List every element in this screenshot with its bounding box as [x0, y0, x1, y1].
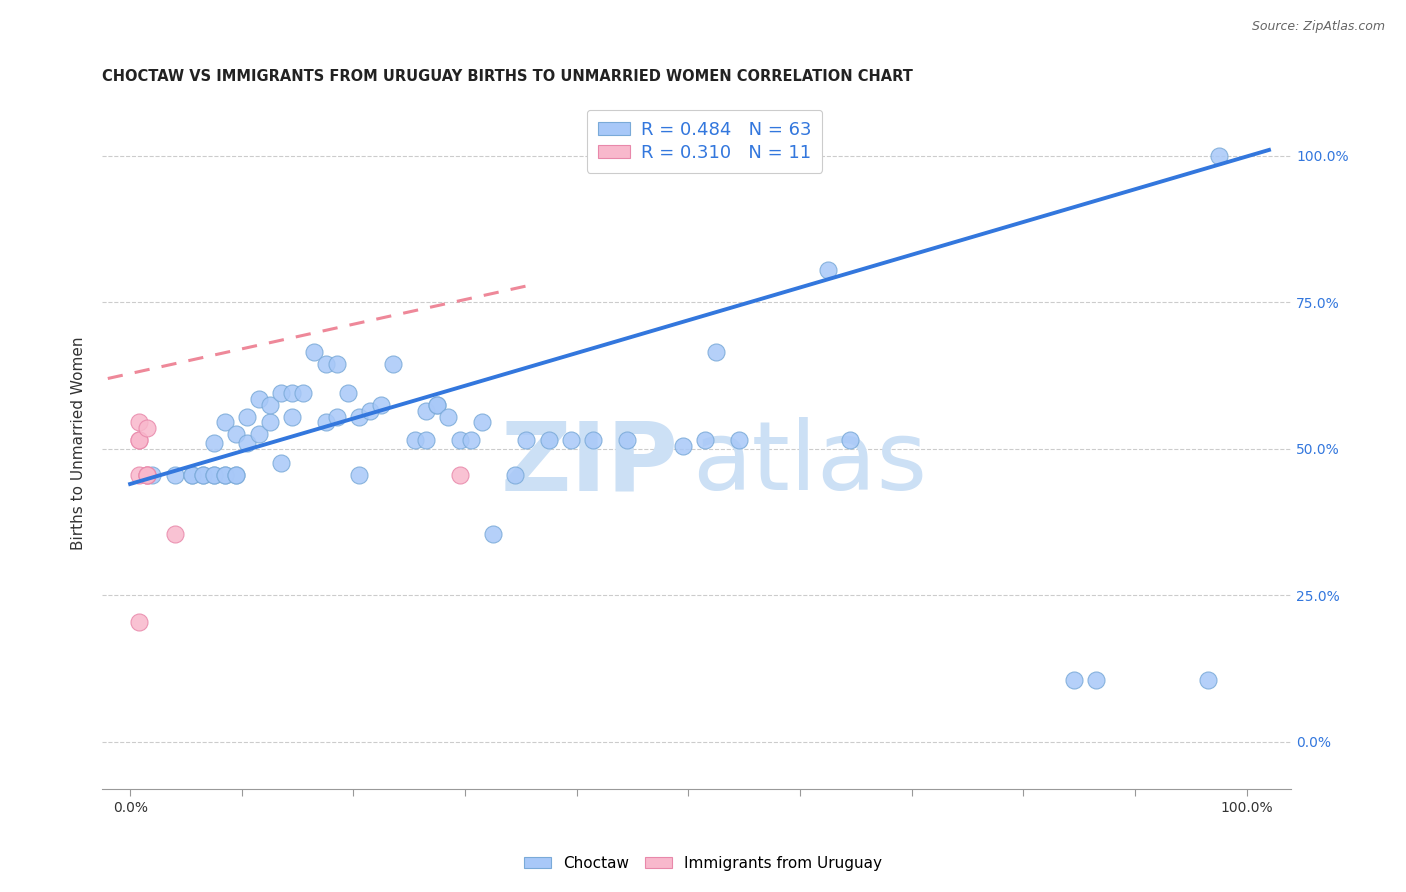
- Point: [415, 433, 437, 447]
- Point: [537, 433, 560, 447]
- Point: [471, 416, 494, 430]
- Point: [359, 403, 381, 417]
- Point: [163, 468, 186, 483]
- Point: [1208, 149, 1230, 163]
- Point: [325, 357, 347, 371]
- Point: [727, 433, 749, 447]
- Point: [817, 263, 839, 277]
- Point: [695, 433, 717, 447]
- Point: [370, 398, 392, 412]
- Point: [180, 468, 202, 483]
- Point: [259, 416, 281, 430]
- Point: [315, 416, 337, 430]
- Point: [426, 398, 449, 412]
- Point: [336, 386, 359, 401]
- Point: [214, 416, 236, 430]
- Point: [560, 433, 582, 447]
- Point: [347, 468, 370, 483]
- Point: [304, 345, 326, 359]
- Point: [582, 433, 605, 447]
- Point: [128, 433, 150, 447]
- Point: [163, 526, 186, 541]
- Point: [247, 392, 270, 406]
- Text: Source: ZipAtlas.com: Source: ZipAtlas.com: [1251, 20, 1385, 33]
- Point: [202, 436, 225, 450]
- Point: [236, 409, 259, 424]
- Point: [225, 427, 247, 442]
- Point: [128, 468, 150, 483]
- Point: [141, 468, 163, 483]
- Point: [247, 427, 270, 442]
- Point: [460, 433, 482, 447]
- Point: [404, 433, 426, 447]
- Point: [1084, 673, 1107, 688]
- Legend: R = 0.484   N = 63, R = 0.310   N = 11: R = 0.484 N = 63, R = 0.310 N = 11: [586, 110, 823, 173]
- Point: [415, 403, 437, 417]
- Point: [270, 386, 292, 401]
- Point: [437, 409, 460, 424]
- Point: [128, 615, 150, 629]
- Point: [191, 468, 214, 483]
- Point: [128, 416, 150, 430]
- Point: [515, 433, 537, 447]
- Point: [214, 468, 236, 483]
- Y-axis label: Births to Unmarried Women: Births to Unmarried Women: [72, 336, 86, 549]
- Point: [315, 357, 337, 371]
- Point: [259, 398, 281, 412]
- Point: [704, 345, 727, 359]
- Point: [135, 468, 157, 483]
- Point: [505, 468, 527, 483]
- Text: ZIP: ZIP: [501, 417, 679, 510]
- Point: [347, 409, 370, 424]
- Point: [270, 457, 292, 471]
- Point: [236, 436, 259, 450]
- Point: [381, 357, 404, 371]
- Point: [214, 468, 236, 483]
- Point: [1063, 673, 1085, 688]
- Point: [426, 398, 449, 412]
- Text: CHOCTAW VS IMMIGRANTS FROM URUGUAY BIRTHS TO UNMARRIED WOMEN CORRELATION CHART: CHOCTAW VS IMMIGRANTS FROM URUGUAY BIRTH…: [103, 69, 912, 84]
- Point: [225, 468, 247, 483]
- Point: [839, 433, 862, 447]
- Point: [292, 386, 315, 401]
- Point: [449, 468, 471, 483]
- Legend: Choctaw, Immigrants from Uruguay: Choctaw, Immigrants from Uruguay: [517, 850, 889, 877]
- Point: [672, 439, 695, 453]
- Point: [281, 386, 304, 401]
- Point: [135, 468, 157, 483]
- Point: [180, 468, 202, 483]
- Point: [202, 468, 225, 483]
- Point: [135, 468, 157, 483]
- Point: [449, 433, 471, 447]
- Point: [281, 409, 304, 424]
- Point: [191, 468, 214, 483]
- Point: [482, 526, 505, 541]
- Point: [225, 468, 247, 483]
- Point: [1197, 673, 1219, 688]
- Point: [135, 421, 157, 435]
- Text: atlas: atlas: [692, 417, 928, 510]
- Point: [202, 468, 225, 483]
- Point: [128, 433, 150, 447]
- Point: [616, 433, 638, 447]
- Point: [325, 409, 347, 424]
